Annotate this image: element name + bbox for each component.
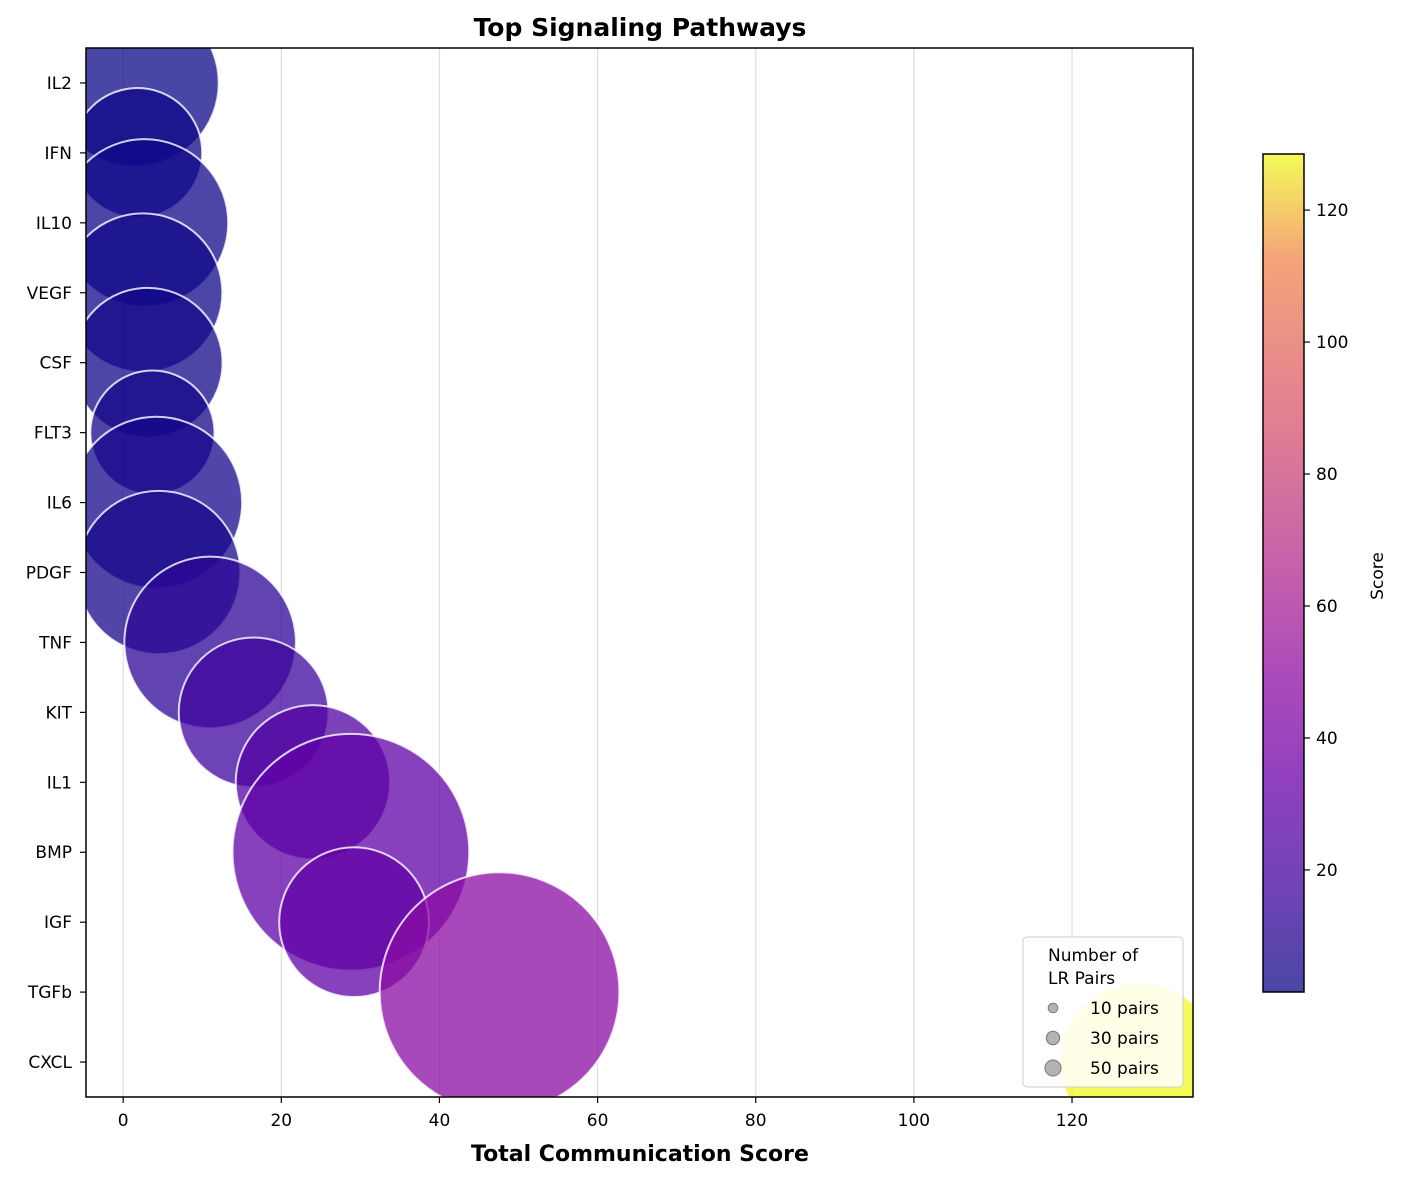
y-tick-label: IL2 [47, 74, 72, 94]
x-tick-label: 20 [270, 1111, 292, 1131]
legend-label: 10 pairs [1090, 999, 1159, 1019]
colorbar-tick-label: 120 [1316, 201, 1348, 221]
y-tick-label: PDGF [26, 564, 72, 584]
colorbar-tick-label: 40 [1316, 729, 1338, 749]
legend-entries: 10 pairs 30 pairs 50 pairs [1044, 999, 1159, 1079]
x-axis-label: Total Communication Score [471, 1142, 809, 1167]
legend-marker [1047, 1002, 1059, 1014]
colorbar-label: Score [1368, 552, 1388, 600]
y-tick-label: TGFb [27, 983, 72, 1003]
size-legend: Number of LR Pairs 10 pairs 30 pairs 50 pa… [1022, 936, 1184, 1088]
colorbar [1262, 153, 1305, 993]
chart-title: Top Signaling Pathways [474, 13, 807, 42]
colorbar-tick-label: 60 [1316, 597, 1338, 617]
legend-title-line-1: Number of [1048, 946, 1139, 966]
colorbar-tick-label: 20 [1316, 861, 1338, 881]
y-tick-label: CXCL [28, 1053, 72, 1073]
y-tick-label: IL1 [47, 773, 72, 793]
y-tick-label: IGF [44, 913, 72, 933]
y-tick-label: IFN [44, 144, 72, 164]
bubble-point [378, 871, 621, 1097]
legend-label: 50 pairs [1090, 1059, 1159, 1079]
x-tick-label: 0 [118, 1111, 129, 1131]
y-tick-label: IL10 [36, 214, 72, 234]
x-tick-label: 100 [898, 1111, 930, 1131]
colorbar-tick-label: 80 [1316, 465, 1338, 485]
y-tick-label: VEGF [27, 284, 72, 304]
legend-marker [1045, 1030, 1061, 1046]
y-tick-label: FLT3 [34, 424, 72, 444]
x-gridlines [122, 48, 1073, 1097]
colorbar-ticks: 20 40 60 80 100 120 [1304, 201, 1348, 881]
legend-frame [1022, 936, 1184, 1088]
x-tick-label: 60 [587, 1111, 609, 1131]
legend-title-line-2: LR Pairs [1048, 969, 1115, 989]
x-tick-label: 120 [1056, 1111, 1088, 1131]
legend-label: 30 pairs [1090, 1029, 1159, 1049]
y-tick-label: TNF [38, 633, 72, 653]
y-tick-label: CSF [40, 354, 72, 374]
y-tick-label: IL6 [47, 494, 72, 514]
colorbar-tick-label: 100 [1316, 333, 1348, 353]
x-axis-ticks: 0 20 40 60 80 100 120 [118, 1097, 1088, 1131]
x-tick-label: 80 [745, 1111, 767, 1131]
y-tick-label: KIT [45, 703, 72, 723]
legend-marker [1044, 1059, 1062, 1077]
x-tick-label: 40 [429, 1111, 451, 1131]
y-tick-label: BMP [35, 843, 72, 863]
y-axis-ticks: IL2 IFN IL10 VEGF CSF FLT3 IL6 PDGF TNF KIT IL1 BMP… [26, 74, 86, 1073]
